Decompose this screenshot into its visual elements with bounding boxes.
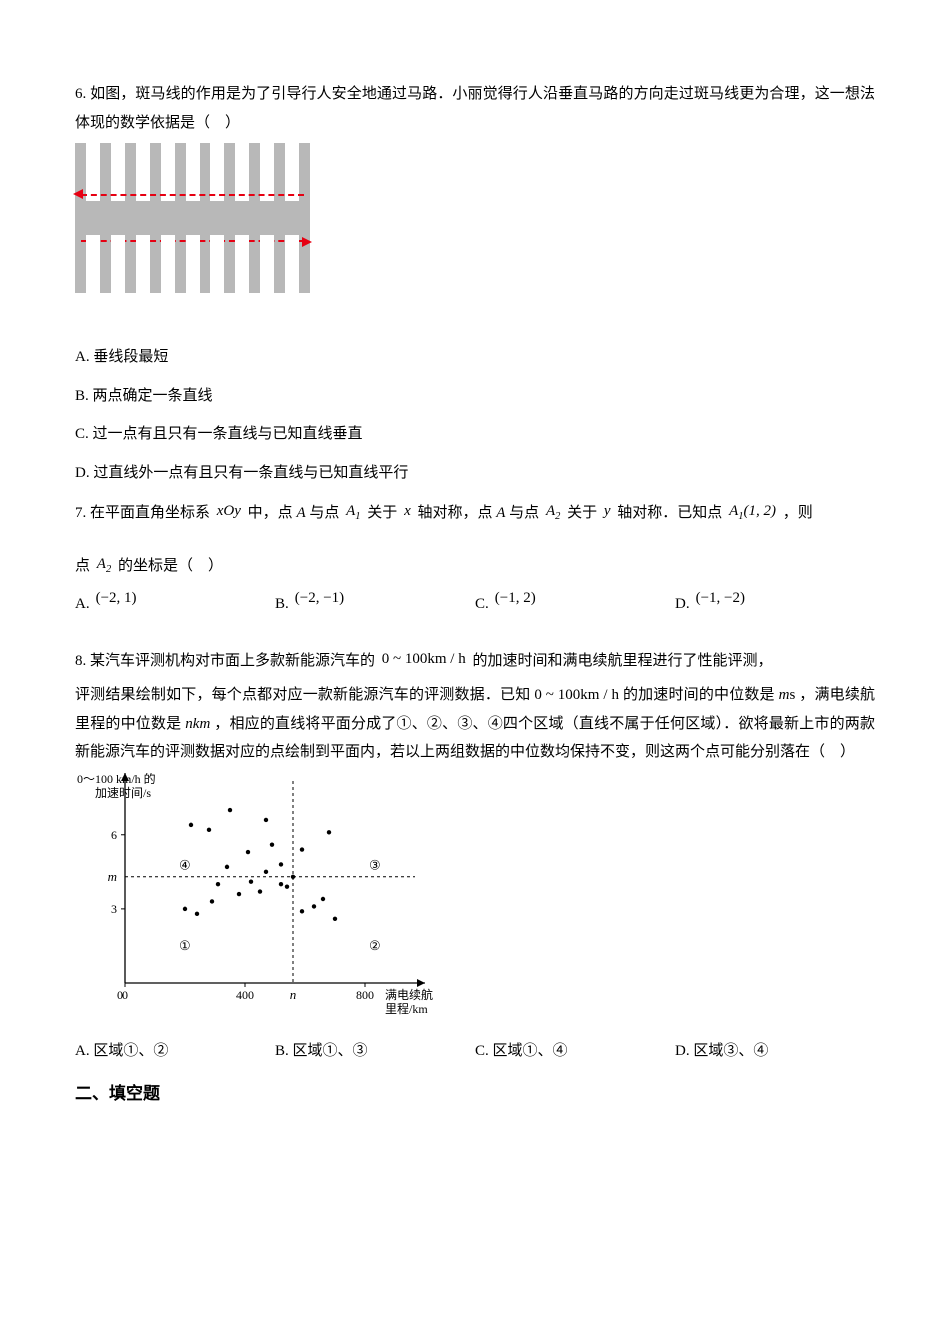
q7-text: 7. 在平面直角坐标系 xOy 中，点 A 与点 A1 关于 x 轴对称，点 A…	[75, 499, 875, 528]
q8-num: 8.	[75, 653, 86, 669]
q7-text2: 点 A2 的坐标是（ ）	[75, 552, 875, 581]
svg-text:n: n	[290, 987, 297, 1002]
q7-num: 7.	[75, 505, 86, 521]
svg-text:400: 400	[236, 988, 254, 1002]
q6-opt-c: C. 过一点有且只有一条直线与已知直线垂直	[75, 420, 875, 449]
q6-opt-a: A. 垂线段最短	[75, 343, 875, 372]
svg-text:②: ②	[369, 937, 381, 952]
svg-text:里程/km: 里程/km	[385, 1001, 428, 1016]
q8-opt-d: D. 区域③、④	[675, 1037, 875, 1066]
q8-options: A. 区域①、② B. 区域①、③ C. 区域①、④ D. 区域③、④	[75, 1037, 875, 1066]
q8-opt-c: C. 区域①、④	[475, 1037, 675, 1066]
svg-text:6: 6	[111, 827, 117, 841]
scatter-chart: 0～100 km/h 的加速时间/s满电续航里程/km0400800n36m0④…	[75, 773, 445, 1034]
svg-text:满电续航: 满电续航	[385, 987, 433, 1002]
q6-num: 6.	[75, 86, 86, 102]
q8-text1: 8. 某汽车评测机构对市面上多款新能源汽车的 0 ~ 100km / h 的加速…	[75, 647, 875, 676]
svg-text:3: 3	[111, 901, 117, 915]
svg-text:800: 800	[356, 988, 374, 1002]
svg-text:③: ③	[369, 857, 381, 872]
q8-opt-a: A. 区域①、②	[75, 1037, 275, 1066]
q6-opt-b: B. 两点确定一条直线	[75, 382, 875, 411]
q7-options: A. (−2, 1) B. (−2, −1) C. (−1, 2) D. (−1…	[75, 590, 875, 619]
question-8: 8. 某汽车评测机构对市面上多款新能源汽车的 0 ~ 100km / h 的加速…	[75, 647, 875, 1066]
q8-opt-b: B. 区域①、③	[275, 1037, 475, 1066]
svg-text:m: m	[108, 868, 117, 883]
question-6: 6. 如图，斑马线的作用是为了引导行人安全地通过马路．小丽觉得行人沿垂直马路的方…	[75, 80, 875, 487]
section-2-heading: 二、填空题	[75, 1078, 875, 1110]
svg-text:①: ①	[179, 937, 191, 952]
svg-text:④: ④	[179, 857, 191, 872]
q6-text: 6. 如图，斑马线的作用是为了引导行人安全地通过马路．小丽觉得行人沿垂直马路的方…	[75, 80, 875, 137]
svg-text:0～100 km/h 的: 0～100 km/h 的	[77, 773, 156, 786]
q6-opt-d: D. 过直线外一点有且只有一条直线与已知直线平行	[75, 459, 875, 488]
q6-body: 如图，斑马线的作用是为了引导行人安全地通过马路．小丽觉得行人沿垂直马路的方向走过…	[75, 86, 875, 131]
q7-opt-b: B. (−2, −1)	[275, 590, 475, 619]
q7-opt-c: C. (−1, 2)	[475, 590, 675, 619]
q7-opt-a: A. (−2, 1)	[75, 590, 275, 619]
svg-text:加速时间/s: 加速时间/s	[95, 786, 151, 800]
scatter-svg: 0～100 km/h 的加速时间/s满电续航里程/km0400800n36m0④…	[75, 773, 445, 1023]
q7-opt-d: D. (−1, −2)	[675, 590, 875, 619]
question-7: 7. 在平面直角坐标系 xOy 中，点 A 与点 A1 关于 x 轴对称，点 A…	[75, 499, 875, 619]
svg-text:0: 0	[117, 988, 123, 1002]
crosswalk-figure	[75, 143, 310, 293]
q6-options: A. 垂线段最短 B. 两点确定一条直线 C. 过一点有且只有一条直线与已知直线…	[75, 343, 875, 487]
q8-text2: 评测结果绘制如下，每个点都对应一款新能源汽车的评测数据．已知 0 ~ 100km…	[75, 681, 875, 767]
